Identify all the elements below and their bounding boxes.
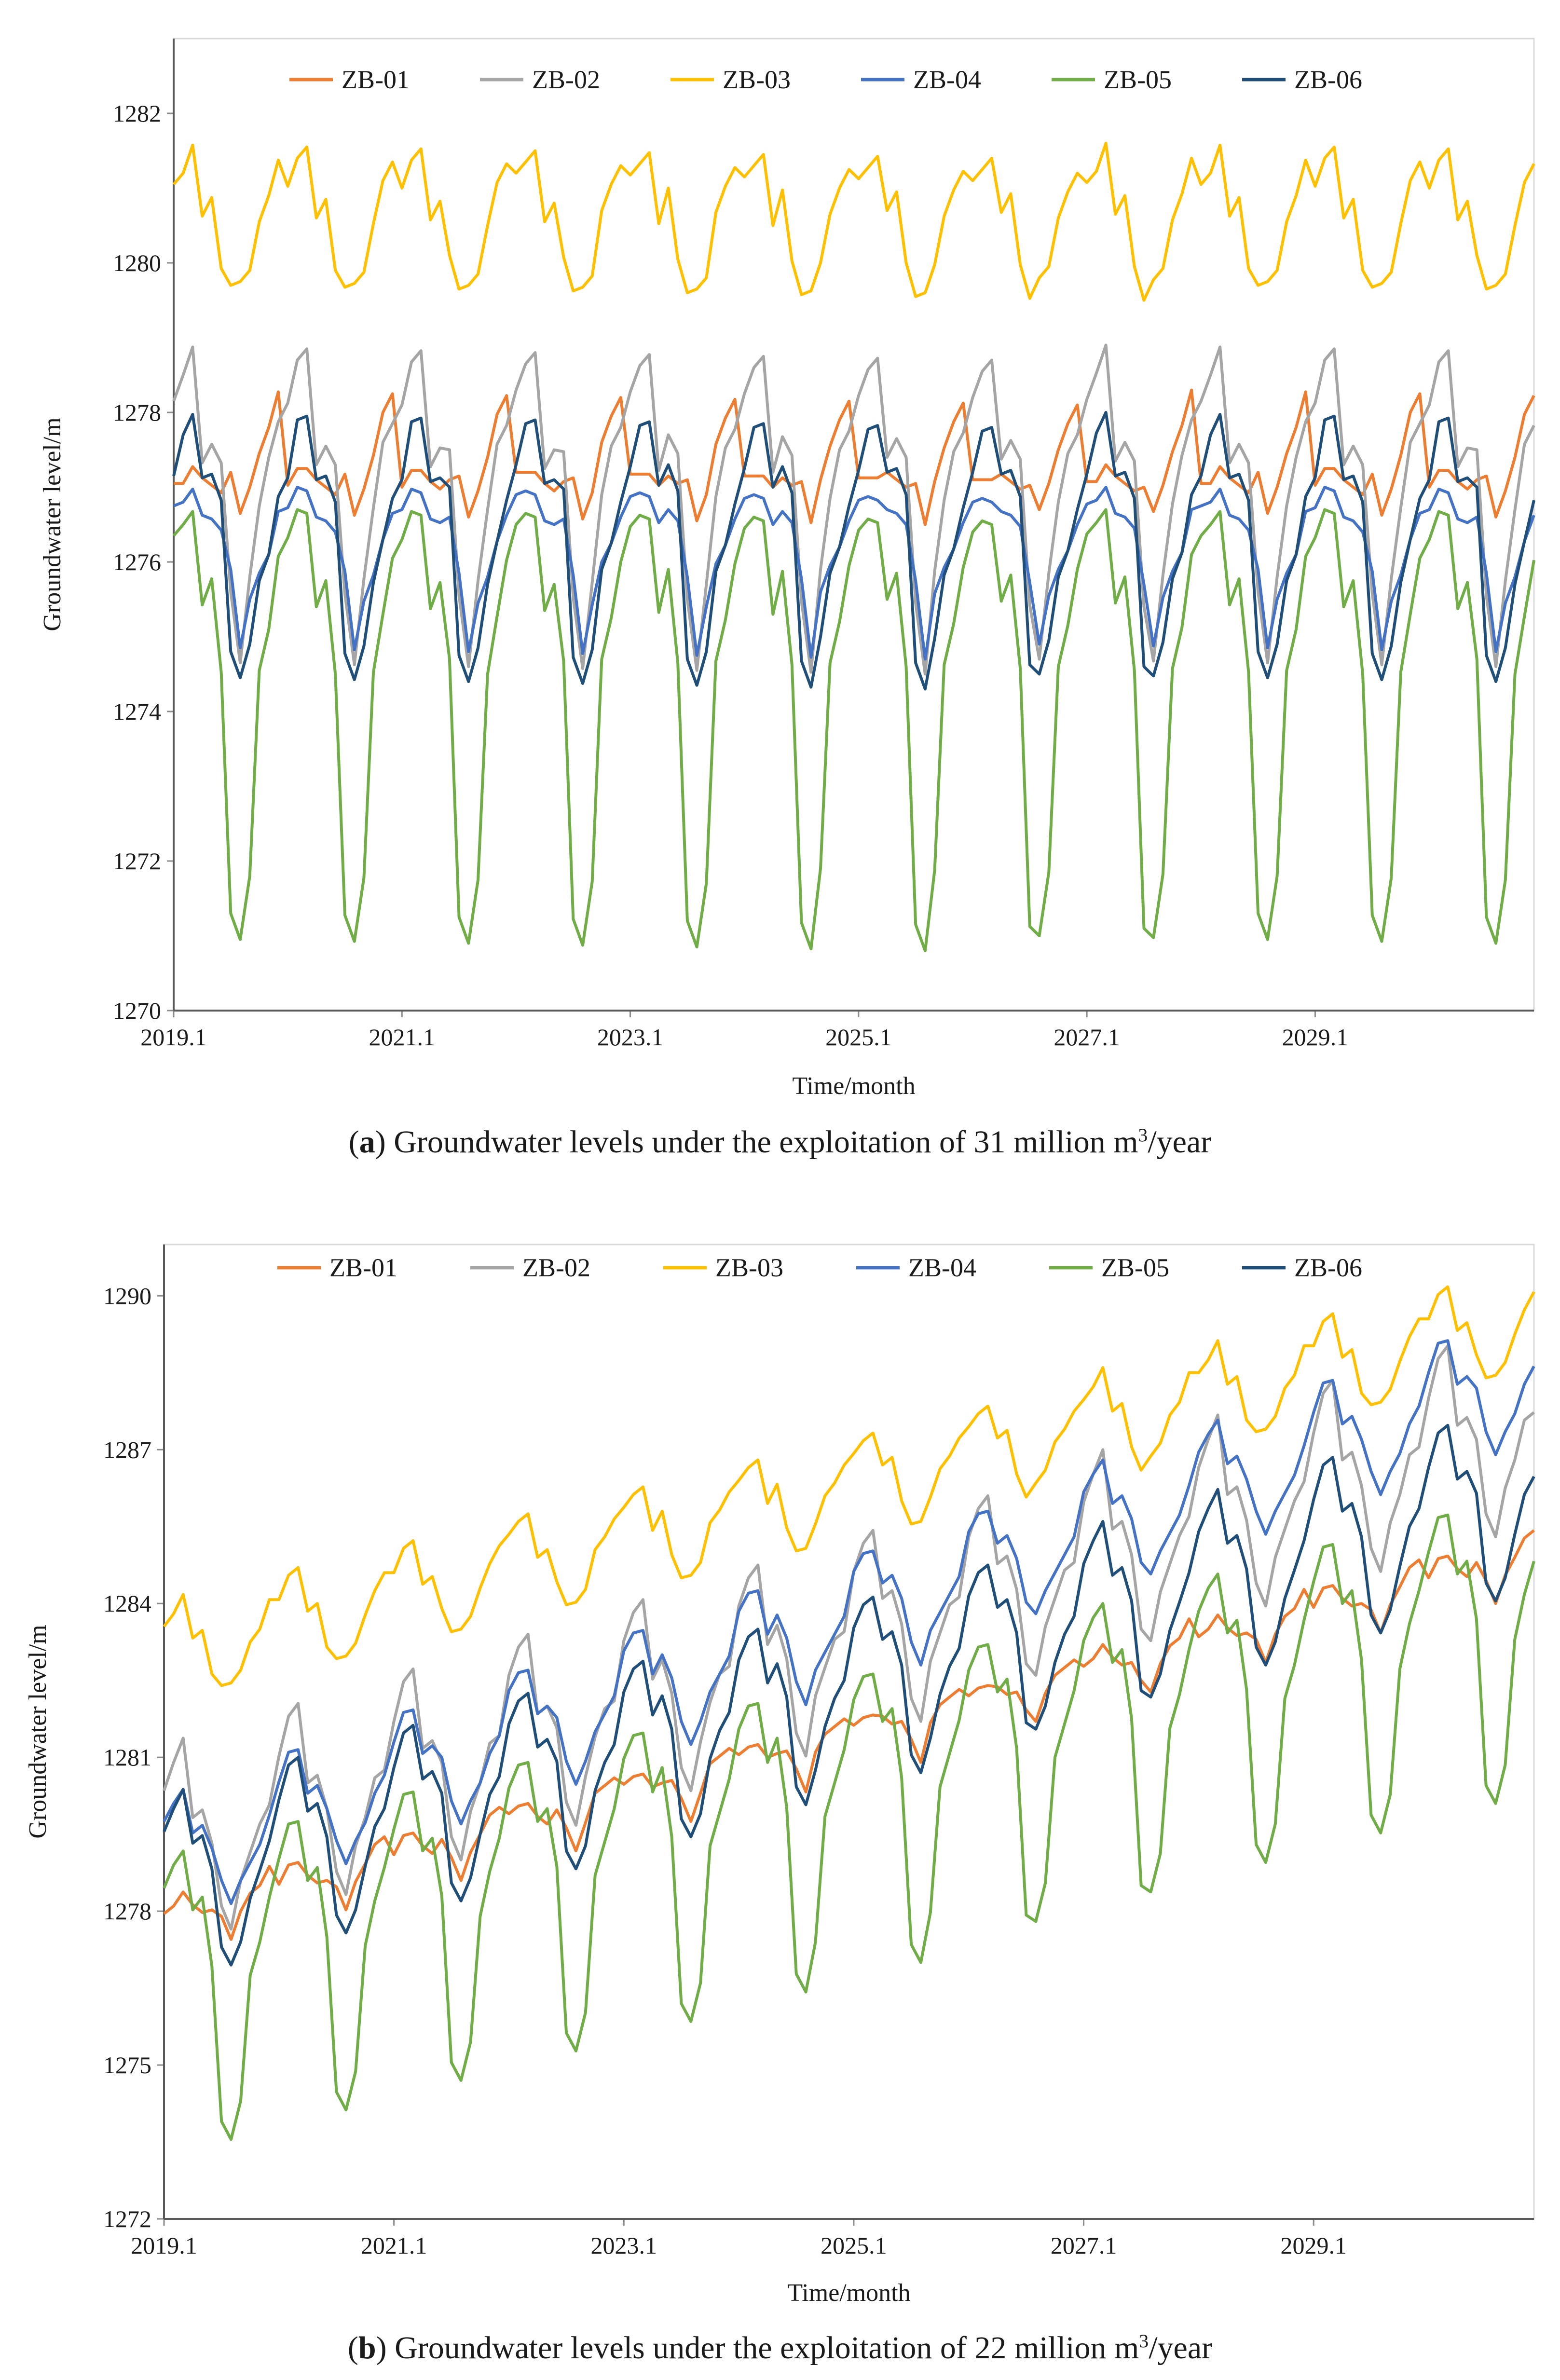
series-line-zb-03: [172, 142, 1535, 302]
legend-label-zb-03: ZB-03: [723, 65, 791, 94]
x-tick-label: 2029.1: [1282, 1024, 1349, 1051]
legend-label-zb-01: ZB-01: [329, 1253, 397, 1282]
legend: ZB-01 ZB-02 ZB-03 ZB-04 ZB-05 ZB-06: [289, 65, 1362, 94]
x-tick-label: 2021.1: [361, 2232, 427, 2259]
series-line-zb-04: [173, 486, 1535, 661]
x-tick-label: 2023.1: [591, 2232, 657, 2259]
y-tick-label: 1270: [113, 997, 161, 1024]
series-line-zb-02: [163, 1344, 1535, 1931]
legend-label-zb-02: ZB-02: [522, 1253, 590, 1282]
x-tick-label: 2023.1: [597, 1024, 664, 1051]
legend-label-zb-04: ZB-04: [908, 1253, 976, 1282]
series-line-zb-04: [163, 1339, 1535, 1905]
legend: ZB-01 ZB-02 ZB-03 ZB-04 ZB-05 ZB-06: [277, 1253, 1362, 1282]
series-line-zb-03: [163, 1285, 1535, 1687]
axes-layer: 1270 1272 1274 1276 1278 1280 1282 2019.1 2021.1…: [113, 39, 1534, 1051]
x-axis-title: Time/month: [787, 2279, 910, 2307]
x-tick-label: 2027.1: [1051, 2232, 1117, 2259]
x-tick-label: 2021.1: [369, 1024, 436, 1051]
series-layer: [163, 1285, 1535, 2141]
axes-layer: 1272 1275 1278 1281 1284 1287 1290 2019.1 2021.1…: [103, 1245, 1534, 2259]
series-line-zb-05: [172, 508, 1535, 952]
y-tick-label: 1272: [113, 848, 161, 875]
chart-a-svg: 1270 1272 1274 1276 1278 1280 1282 2019.1 2021.1…: [39, 38, 1535, 1100]
legend-label-zb-02: ZB-02: [532, 65, 600, 94]
y-tick-label: 1281: [103, 1744, 151, 1771]
caption-a-unit: /year: [1148, 1124, 1212, 1160]
y-tick-label: 1287: [103, 1436, 151, 1463]
legend-label-zb-05: ZB-05: [1101, 1253, 1169, 1282]
x-tick-label: 2029.1: [1280, 2232, 1347, 2259]
series-line-zb-01: [173, 388, 1535, 526]
legend-label-zb-01: ZB-01: [342, 65, 410, 94]
x-axis-title: Time/month: [792, 1072, 915, 1100]
caption-b-letter: b: [358, 2330, 376, 2366]
chart-b-svg: 1272 1275 1278 1281 1284 1287 1290 2019.1 2021.1…: [24, 1244, 1535, 2307]
caption-a: (a) Groundwater levels under the exploit…: [348, 1124, 1212, 1160]
x-tick-label: 2019.1: [140, 1024, 207, 1051]
chart-panel-a: 1270 1272 1274 1276 1278 1280 1282 2019.1 2021.1…: [0, 0, 1560, 1172]
caption-b: (b) Groundwater levels under the exploit…: [347, 2330, 1213, 2366]
legend-label-zb-05: ZB-05: [1104, 65, 1172, 94]
caption-b-text: Groundwater levels under the exploitatio…: [395, 2330, 1139, 2366]
series-line-zb-06: [172, 411, 1535, 691]
legend-label-zb-06: ZB-06: [1294, 65, 1362, 94]
series-layer: [172, 142, 1535, 952]
y-tick-label: 1274: [113, 698, 161, 725]
legend-label-zb-03: ZB-03: [715, 1253, 783, 1282]
plot-frame: [173, 38, 1535, 1012]
caption-b-sup: 3: [1139, 2330, 1149, 2352]
chart-panel-b: 1272 1275 1278 1281 1284 1287 1290 2019.1 2021.1…: [0, 1216, 1560, 2380]
caption-a-text: Groundwater levels under the exploitatio…: [394, 1124, 1138, 1160]
y-tick-label: 1278: [103, 1898, 151, 1925]
series-line-zb-05: [163, 1513, 1535, 2141]
y-tick-label: 1272: [103, 2205, 151, 2232]
y-tick-label: 1276: [113, 548, 161, 575]
y-axis-title: Groundwater level/m: [24, 1625, 52, 1838]
y-tick-label: 1275: [103, 2052, 151, 2079]
y-tick-label: 1280: [113, 249, 161, 276]
x-tick-label: 2025.1: [821, 2232, 887, 2259]
x-tick-label: 2027.1: [1054, 1024, 1120, 1051]
caption-a-letter: a: [359, 1124, 375, 1160]
y-tick-label: 1282: [113, 100, 161, 127]
y-axis-title: Groundwater level/m: [39, 417, 66, 631]
x-tick-label: 2019.1: [131, 2232, 197, 2259]
y-tick-label: 1290: [103, 1282, 151, 1309]
legend-label-zb-06: ZB-06: [1294, 1253, 1362, 1282]
caption-a-sup: 3: [1138, 1124, 1148, 1146]
y-tick-label: 1278: [113, 399, 161, 426]
series-line-zb-06: [163, 1423, 1535, 1967]
series-line-zb-02: [172, 343, 1535, 676]
legend-label-zb-04: ZB-04: [913, 65, 981, 94]
y-tick-label: 1284: [103, 1590, 151, 1617]
x-tick-label: 2025.1: [825, 1024, 892, 1051]
caption-b-unit: /year: [1149, 2330, 1213, 2366]
